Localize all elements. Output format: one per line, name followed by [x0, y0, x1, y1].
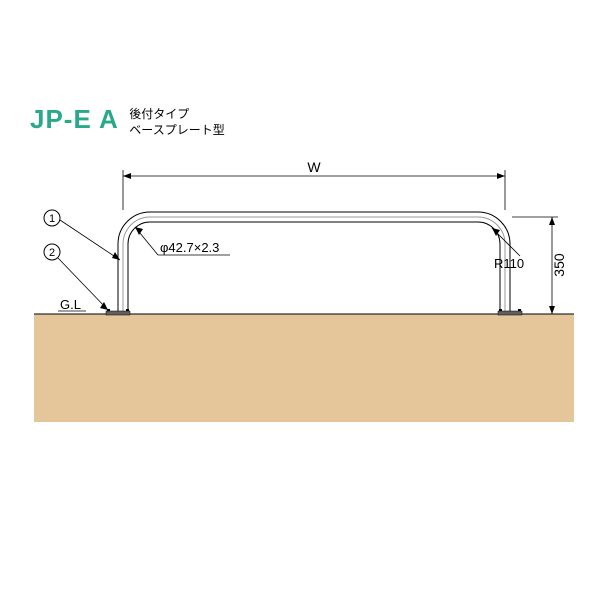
diagram-canvas: JP-E A 後付タイプ ベースプレート型 W [0, 0, 596, 596]
bolt-l2 [126, 309, 129, 311]
base-plate-left [106, 311, 130, 315]
callout-1-arrow [112, 252, 120, 260]
gl-label: G.L [60, 297, 81, 312]
radius-label: R110 [494, 256, 524, 271]
pipe-outer [118, 212, 510, 314]
bolt-r2 [518, 309, 521, 311]
callout-1-label: 1 [49, 213, 55, 225]
dim-w-arrow-left [123, 173, 131, 179]
bolt-r1 [499, 309, 502, 311]
callout-1-leader [60, 220, 120, 260]
pipe-highlight [123, 217, 505, 314]
pipe-inner [128, 222, 500, 314]
drawing-svg: W 350 R110 φ42.7×2.3 1 2 G.L [0, 0, 596, 596]
dim-w-arrow-right [497, 173, 505, 179]
dim-h-arrow-top [549, 217, 555, 225]
dim-h-arrow-bot [549, 306, 555, 314]
dim-h-label: 350 [551, 253, 567, 277]
pipe-spec-label: φ42.7×2.3 [160, 240, 219, 255]
dim-w-label: W [307, 159, 321, 175]
callout-2-label: 2 [49, 247, 55, 259]
ground-band [34, 314, 574, 422]
base-plate-right [498, 311, 522, 315]
pipe-spec-arrow [135, 227, 143, 235]
